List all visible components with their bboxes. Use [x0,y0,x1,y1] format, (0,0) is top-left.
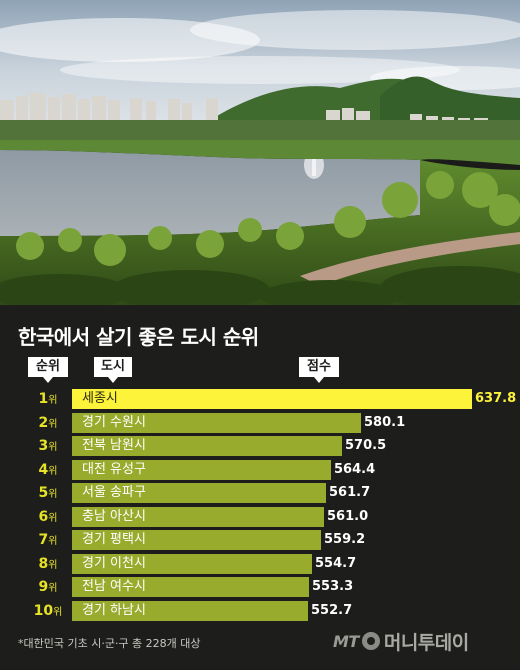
bar-row-3: 3위 전북 남원시 570.5 [0,436,520,456]
rank-number: 9 [38,579,49,595]
chart-title: 한국에서 살기 좋은 도시 순위 [18,325,259,349]
rank-label: 9위 [26,577,70,597]
rank-number: 7 [38,532,49,548]
city-label: 경기 이천시 [82,555,146,571]
rank-label: 4위 [26,460,70,480]
rank-number: 1 [38,391,49,407]
publisher-logo: MT 머니투데이 [333,628,469,654]
rank-suffix: 위 [48,418,58,430]
city-label: 경기 수원시 [82,414,146,430]
score-bar [72,600,308,621]
bar-row-10: 10위 경기 하남시 552.7 [0,600,520,621]
score-bar [72,530,321,550]
footnote: *대한민국 기초 시·군·구 총 228개 대상 [18,637,201,650]
bar-row-2: 2위 경기 수원시 580.1 [0,412,520,433]
city-label: 경기 평택시 [82,532,146,547]
score-bar [72,459,331,480]
score-value: 554.7 [315,555,357,571]
score-value: 561.0 [327,508,369,524]
rank-number: 5 [38,485,49,501]
logo-coin-icon [361,632,380,650]
score-value: 570.5 [345,438,387,453]
city-park-photo [0,0,520,305]
rank-label: 8위 [26,554,70,574]
city-label: 대전 유성구 [82,461,146,477]
rank-suffix: 위 [48,465,58,477]
city-label: 세종시 [82,391,118,406]
rank-suffix: 위 [53,606,63,618]
rank-suffix: 위 [48,489,58,500]
score-bar [72,436,342,456]
rank-label: 2위 [26,413,70,433]
rank-number: 3 [38,438,49,454]
rank-suffix: 위 [48,395,58,406]
bar-row-4: 4위 대전 유성구 564.4 [0,459,520,480]
city-column-header: 도시 [94,357,132,383]
bar-row-7: 7위 경기 평택시 559.2 [0,530,520,550]
city-label: 전남 여수시 [82,579,146,594]
rank-number: 6 [38,508,49,525]
rank-suffix: 위 [48,512,58,524]
bar-row-9: 9위 전남 여수시 553.3 [0,577,520,597]
rank-number: 8 [38,555,49,572]
rank-column-header: 순위 [28,357,68,383]
score-value: 553.3 [312,579,354,594]
rank-label: 6위 [26,507,70,527]
score-bar [72,412,361,433]
score-value: 561.7 [329,485,371,500]
rank-label: 7위 [26,530,70,550]
city-label: 전북 남원시 [82,438,146,453]
logo-name: 머니투데이 [383,631,469,654]
logo-mark: MT [333,631,359,651]
score-value: 580.1 [364,414,406,430]
score-bar [72,389,472,409]
rank-number: 10 [33,602,54,619]
rank-label: 1위 [26,389,70,409]
score-bar [72,483,326,503]
bar-row-5: 5위 서울 송파구 561.7 [0,483,520,503]
score-bar [72,553,312,574]
bar-row-1: 1위 세종시 637.8 [0,389,520,409]
bar-row-8: 8위 경기 이천시 554.7 [0,553,520,574]
score-bar [72,577,309,597]
rank-suffix: 위 [48,559,58,571]
rank-number: 2 [38,414,49,431]
score-value: 564.4 [334,461,376,477]
city-label: 서울 송파구 [82,485,146,500]
city-label: 경기 하남시 [82,602,146,618]
rank-label: 5위 [26,483,70,503]
ranking-chart-panel: 한국에서 살기 좋은 도시 순위 순위 도시 점수 1위 세종시 637.8 2위 경기… [0,305,520,670]
score-value: 637.8 [475,391,517,406]
city-label: 충남 아산시 [82,508,146,524]
rank-suffix: 위 [48,536,58,547]
score-value: 552.7 [311,602,353,618]
rank-label: 10위 [26,601,70,621]
score-bar [72,506,324,527]
score-value: 559.2 [324,532,366,547]
score-column-header: 점수 [299,357,339,383]
rank-label: 3위 [26,436,70,456]
rank-suffix: 위 [48,442,58,453]
bar-row-6: 6위 충남 아산시 561.0 [0,506,520,527]
rank-suffix: 위 [48,583,58,594]
rank-number: 4 [38,461,49,478]
